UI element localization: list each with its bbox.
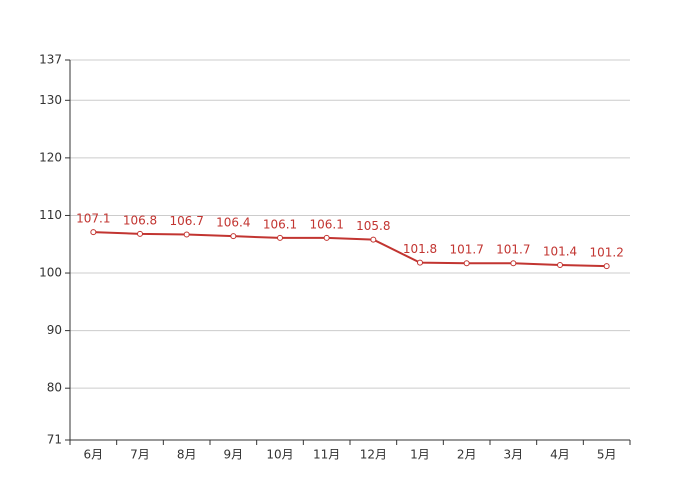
y-tick-label: 71 — [47, 433, 62, 447]
value-label: 106.1 — [263, 217, 297, 231]
y-tick-label: 137 — [39, 53, 62, 67]
x-tick-label: 7月 — [130, 448, 150, 462]
x-tick-label: 10月 — [266, 448, 293, 462]
point — [230, 233, 237, 240]
x-tick-label: 12月 — [360, 448, 387, 462]
value-label: 106.8 — [123, 213, 157, 227]
x-tick-label: 3月 — [504, 448, 524, 462]
x-tick-label: 4月 — [550, 448, 570, 462]
x-tick-label: 5月 — [597, 448, 617, 462]
point — [463, 260, 470, 267]
y-tick-label: 80 — [47, 381, 62, 395]
x-tick-label: 6月 — [84, 448, 104, 462]
value-label: 101.4 — [543, 244, 577, 258]
value-label: 106.4 — [216, 216, 250, 230]
point — [370, 236, 377, 243]
value-label: 101.2 — [589, 246, 623, 260]
y-tick-label: 130 — [39, 93, 62, 107]
x-tick-label: 11月 — [313, 448, 340, 462]
y-tick-label: 90 — [47, 323, 62, 337]
value-label: 101.7 — [496, 243, 530, 257]
point — [277, 234, 283, 241]
point — [137, 230, 143, 237]
y-tick-label: 110 — [39, 208, 62, 222]
x-tick-label: 8月 — [177, 448, 197, 462]
x-tick-label: 9月 — [224, 448, 244, 462]
y-tick-label: 100 — [39, 266, 62, 280]
point — [183, 231, 190, 238]
y-tick-label: 120 — [39, 150, 62, 164]
point — [510, 260, 517, 267]
line — [93, 231, 607, 268]
value-label: 106.1 — [309, 217, 343, 231]
value-label: 105.8 — [356, 219, 390, 233]
point — [90, 229, 97, 236]
x-tick-label: 2月 — [457, 448, 477, 462]
point — [417, 259, 423, 266]
value-label: 101.7 — [449, 243, 483, 257]
value-label: 101.8 — [403, 242, 437, 256]
point — [603, 263, 610, 270]
point — [323, 234, 330, 241]
x-tick-label: 1月 — [410, 448, 430, 462]
value-label: 107.1 — [76, 212, 110, 226]
value-label: 106.7 — [169, 214, 203, 228]
point — [557, 261, 563, 268]
